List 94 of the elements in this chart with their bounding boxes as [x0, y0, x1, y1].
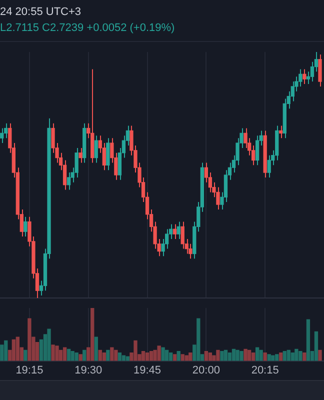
bar [51, 344, 55, 361]
bar [251, 352, 256, 361]
candlestick [106, 138, 110, 171]
bar [78, 354, 82, 361]
bar [106, 350, 110, 361]
bar [173, 354, 177, 361]
bar [165, 350, 169, 361]
bar [134, 340, 138, 361]
bar [122, 355, 126, 361]
candlestick [216, 186, 220, 210]
bar [126, 356, 130, 361]
bar [216, 350, 220, 361]
candlestick [176, 221, 180, 240]
bar [236, 350, 240, 361]
text: L2.7115 C2.7239 +0.0052 (+0.19%) [0, 21, 176, 36]
bar [176, 350, 180, 361]
bar [220, 350, 224, 361]
bar [318, 350, 322, 361]
bar [66, 348, 71, 361]
candlestick [66, 172, 71, 190]
bar [228, 352, 232, 361]
bar [114, 350, 118, 361]
bar [271, 355, 275, 361]
bar [94, 336, 98, 361]
bar [47, 328, 51, 361]
bar [259, 350, 263, 361]
bar [98, 350, 102, 361]
bar [145, 352, 150, 361]
bar [161, 347, 165, 361]
candlestick [310, 61, 314, 82]
bar [180, 354, 184, 361]
candlestick [255, 135, 260, 166]
bar [255, 347, 260, 361]
bar [74, 352, 78, 361]
bar [294, 348, 298, 361]
bar [188, 352, 192, 361]
candlestick [318, 54, 322, 87]
x-tick-label: 20:00 [192, 364, 220, 376]
text: 24 20:55 UTC+3 [0, 5, 82, 20]
bar [55, 346, 59, 361]
candlestick [94, 135, 98, 164]
bar [240, 350, 244, 361]
bar [224, 350, 228, 361]
bar [275, 354, 279, 361]
candlestick [188, 243, 192, 260]
bar [16, 336, 20, 361]
bar [279, 352, 283, 361]
bar [90, 308, 94, 361]
candlestick [4, 122, 8, 139]
bar [184, 355, 188, 361]
bar [232, 348, 236, 361]
bar [247, 350, 252, 361]
bar [24, 350, 28, 361]
candlestick [302, 68, 306, 84]
x-tick-label: 19:15 [16, 364, 44, 376]
bar [302, 352, 306, 361]
bar [196, 318, 200, 361]
bar [306, 319, 310, 361]
bar [58, 350, 63, 361]
bar [62, 347, 67, 361]
bar [314, 331, 318, 361]
candlestick [24, 216, 28, 237]
x-tick-label: 19:30 [74, 364, 102, 376]
bar [244, 348, 248, 361]
bar [0, 344, 4, 361]
bar [267, 354, 271, 361]
bar [70, 350, 74, 361]
x-tick-label: 19:45 [134, 364, 162, 376]
bar [110, 347, 114, 361]
bar [118, 352, 122, 361]
candlestick [180, 221, 184, 250]
bar [157, 346, 161, 361]
bar [204, 350, 208, 361]
candlestick [279, 125, 283, 139]
bar [208, 352, 212, 361]
bar [102, 352, 106, 361]
bar [149, 350, 154, 361]
candlestick [267, 154, 271, 178]
bar [290, 352, 294, 361]
bar [286, 350, 290, 361]
x-tick-label: 20:15 [251, 364, 279, 376]
bar [153, 350, 157, 361]
bar [82, 350, 86, 361]
bar [4, 340, 8, 361]
candlestick [0, 128, 4, 144]
bar [141, 350, 146, 361]
bar [12, 339, 16, 361]
bar [298, 350, 302, 361]
bar [282, 350, 286, 361]
bar [28, 318, 32, 361]
bar [169, 352, 173, 361]
candlestick [173, 224, 177, 240]
bar [263, 352, 267, 361]
candlestick [78, 147, 82, 164]
